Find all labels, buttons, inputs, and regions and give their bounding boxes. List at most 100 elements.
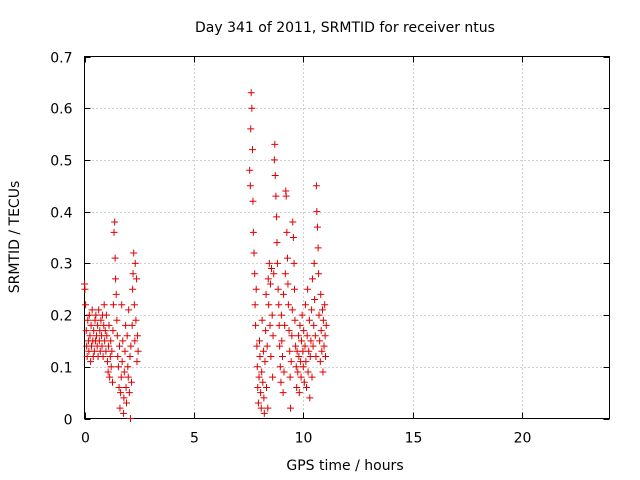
data-point: [312, 182, 320, 190]
data-point: [128, 321, 136, 329]
data-point: [305, 316, 313, 324]
y-tick-label: 0.5: [50, 154, 72, 170]
data-point: [255, 373, 263, 381]
data-point: [111, 254, 119, 262]
data-point: [113, 316, 121, 324]
data-point: [131, 337, 139, 345]
data-point: [247, 125, 255, 133]
data-point: [314, 244, 322, 252]
data-point: [88, 306, 96, 314]
data-point: [270, 270, 278, 278]
data-point: [104, 368, 112, 376]
data-point: [252, 321, 260, 329]
data-point: [311, 296, 319, 304]
data-point: [263, 383, 270, 391]
data-point: [253, 363, 261, 371]
data-point: [317, 290, 325, 298]
data-point: [259, 378, 267, 386]
x-tick-label: 15: [405, 431, 423, 447]
data-point: [256, 337, 263, 345]
data-point: [294, 332, 302, 340]
data-point: [99, 352, 107, 360]
data-point: [283, 228, 291, 236]
data-point: [109, 327, 117, 335]
data-point: [113, 332, 121, 340]
data-point: [303, 332, 311, 340]
data-point: [286, 373, 294, 381]
data-point: [111, 218, 119, 226]
data-point: [134, 347, 142, 355]
data-point: [265, 259, 273, 267]
data-point: [289, 218, 297, 226]
grid: [84, 56, 610, 419]
data-point: [119, 337, 127, 345]
data-point: [282, 192, 290, 200]
data-point: [296, 321, 304, 329]
data-point: [289, 234, 297, 241]
axis-ticks: 0 0.1 0.2 0.3 0.4 0.5 0.6 0.7 0 5 10 15 20: [50, 51, 610, 447]
data-point: [322, 321, 330, 329]
data-point: [319, 306, 326, 314]
data-point: [260, 409, 268, 417]
data-point: [86, 332, 94, 340]
data-point: [109, 378, 116, 386]
data-point: [114, 363, 122, 371]
data-point: [127, 342, 135, 350]
data-point: [302, 358, 310, 366]
data-point: [265, 301, 273, 309]
data-point: [251, 301, 259, 309]
y-tick-label: 0.6: [50, 102, 72, 118]
data-point: [254, 383, 262, 391]
data-point: [295, 352, 303, 360]
data-point: [272, 192, 280, 200]
data-point: [317, 327, 325, 335]
data-point: [102, 347, 110, 355]
data-point: [298, 311, 306, 319]
data-point: [268, 311, 276, 319]
data-point: [301, 301, 309, 309]
data-point: [264, 404, 272, 412]
y-axis-label: SRMTID / TECUs: [7, 181, 23, 294]
data-point: [81, 285, 89, 293]
y-tick-label: 0.4: [50, 206, 72, 222]
data-point: [301, 342, 309, 350]
data-point: [304, 285, 312, 293]
data-point: [300, 378, 308, 386]
data-point: [257, 404, 265, 412]
data-point: [260, 394, 268, 402]
data-point: [305, 347, 313, 355]
data-point: [131, 259, 139, 267]
data-point: [310, 259, 318, 267]
data-point: [264, 275, 272, 283]
data-point: [280, 290, 288, 298]
data-point: [291, 285, 298, 293]
data-point: [287, 358, 295, 366]
data-point: [271, 171, 279, 179]
data-point: [115, 383, 123, 391]
data-point: [124, 373, 132, 381]
data-point: [122, 383, 130, 391]
data-point: [248, 104, 256, 112]
data-points: [81, 89, 330, 422]
data-point: [128, 378, 136, 386]
data-point: [100, 301, 108, 309]
data-point: [284, 301, 292, 309]
data-point: [95, 306, 103, 314]
data-point: [132, 316, 140, 324]
data-point: [103, 358, 111, 366]
x-tick-label: 5: [190, 431, 199, 447]
data-point: [275, 301, 283, 309]
data-point: [94, 321, 102, 329]
data-point: [309, 342, 317, 350]
data-point: [313, 208, 321, 216]
y-tick-label: 0.3: [50, 257, 72, 273]
data-point: [122, 321, 130, 329]
data-point: [103, 332, 111, 340]
data-point: [312, 352, 320, 360]
data-point: [110, 228, 118, 236]
data-point: [300, 327, 308, 335]
data-point: [284, 254, 291, 262]
data-point: [82, 301, 90, 309]
y-tick-label: 0.2: [50, 309, 72, 325]
data-point: [105, 342, 113, 350]
